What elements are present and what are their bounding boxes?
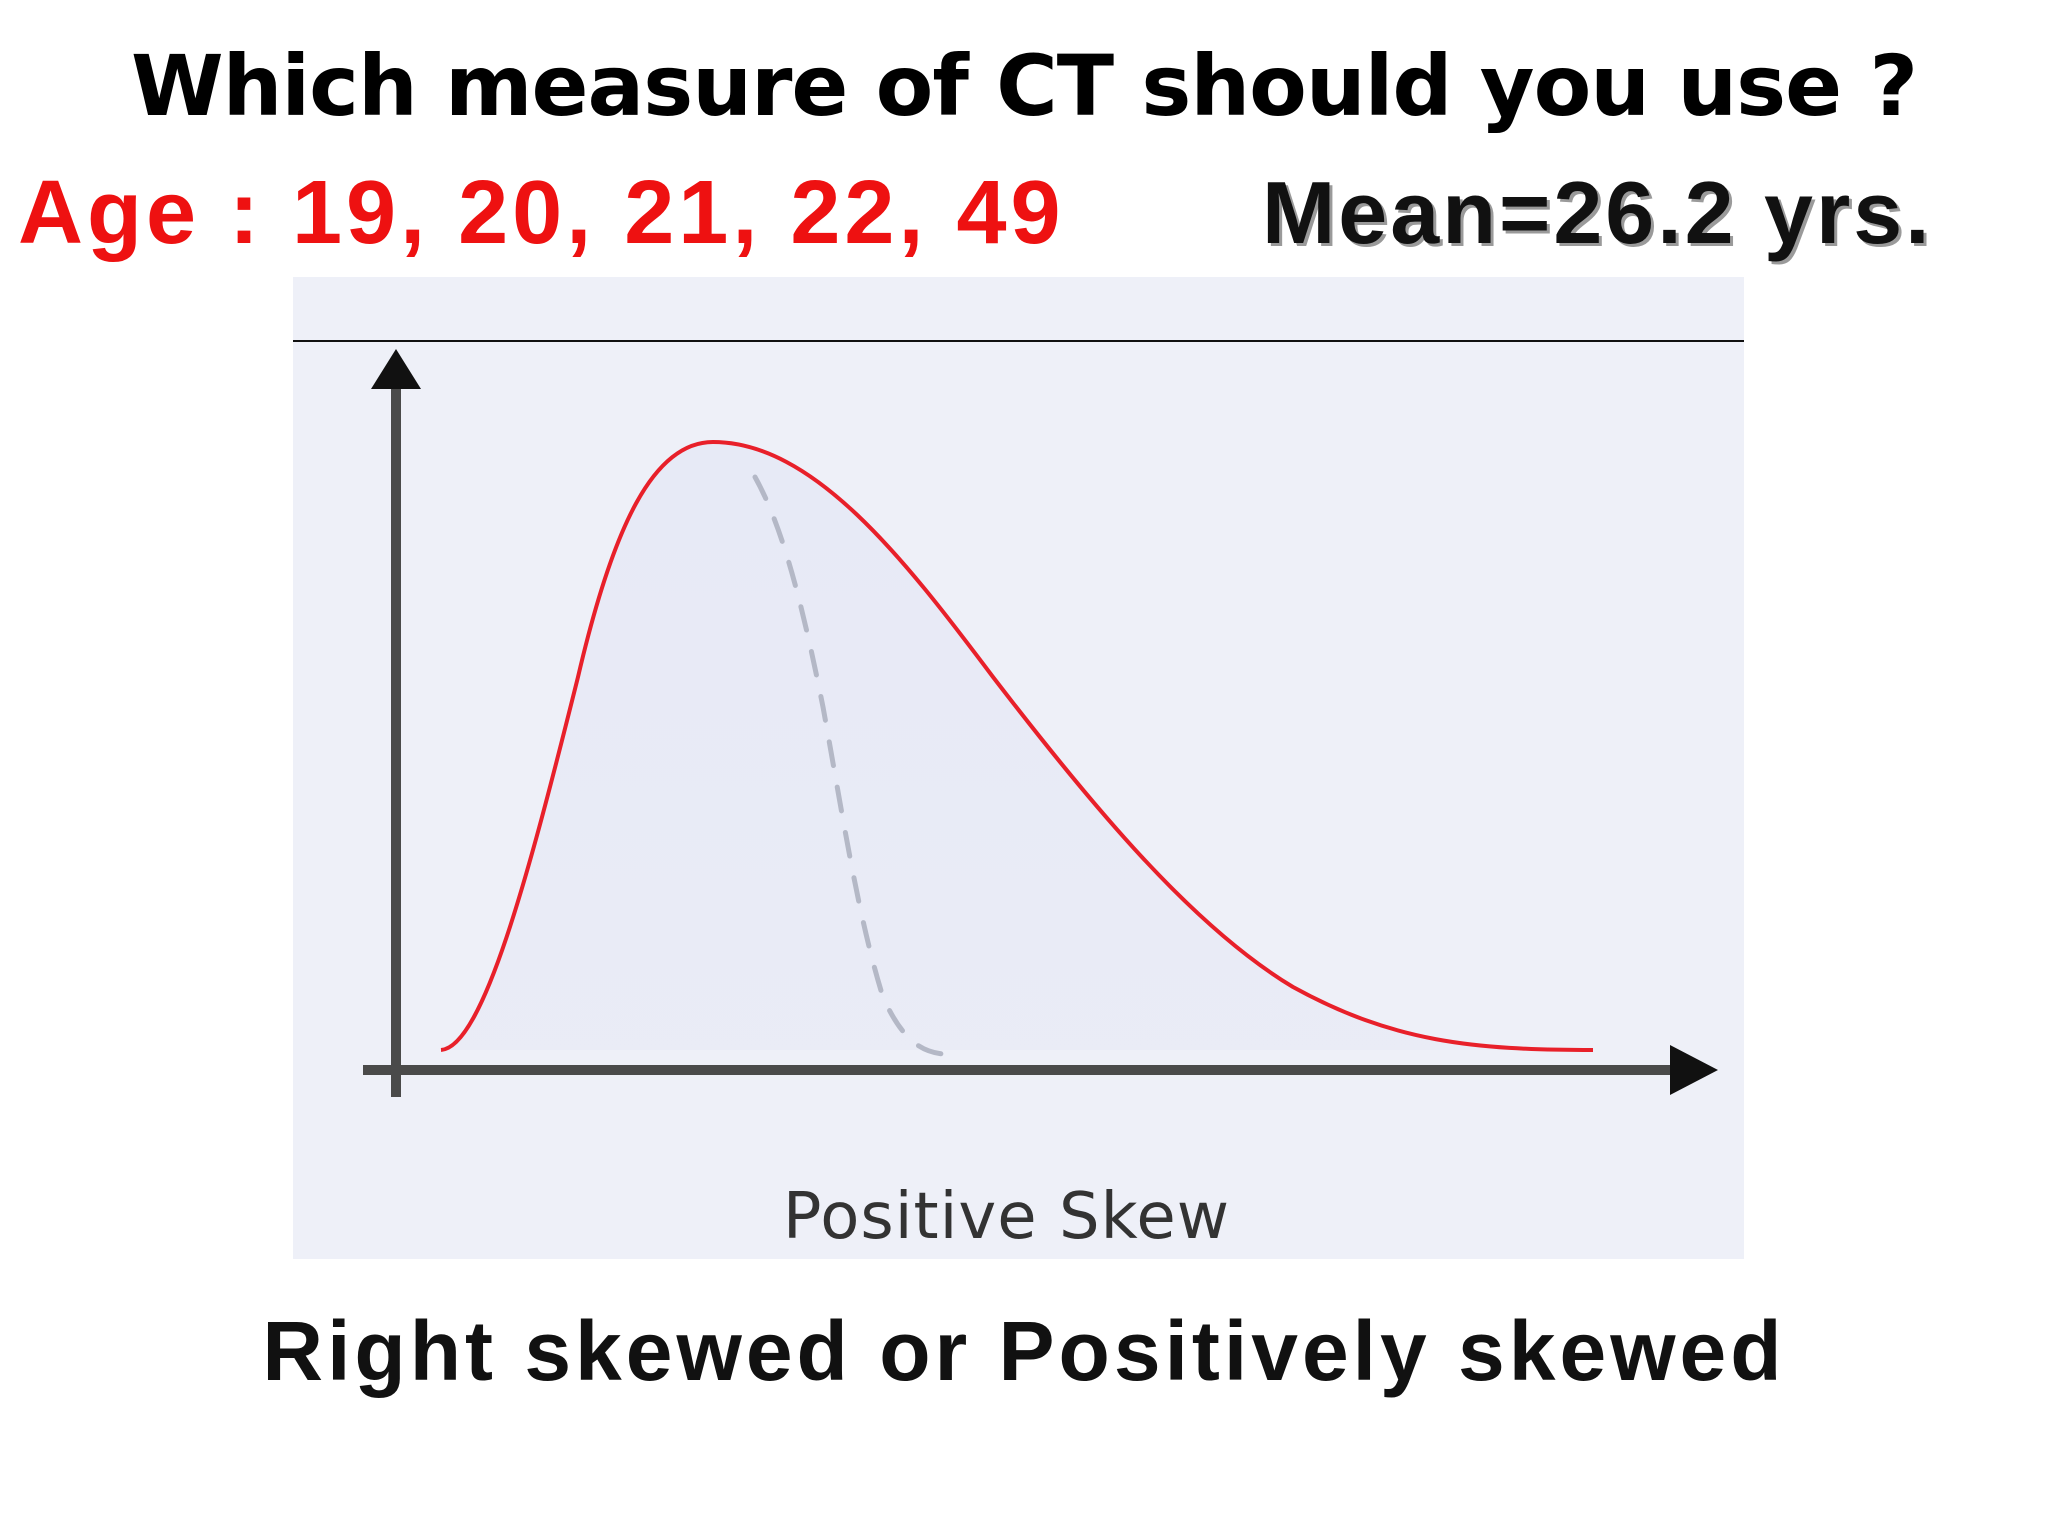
mean-value: Mean=26.2 yrs.	[1262, 163, 1933, 262]
y-axis-arrow	[371, 349, 421, 389]
diagram-caption: Positive Skew	[782, 1180, 1231, 1254]
x-axis-arrow	[1670, 1045, 1718, 1095]
skewed-curve	[440, 439, 1594, 1052]
skew-diagram: Positive Skew	[293, 277, 1744, 1259]
slide-title: Which measure of CT should you use ?	[130, 37, 1918, 135]
reference-curve	[752, 474, 946, 1057]
slide-footer: Right skewed or Positively skewed	[262, 1304, 1786, 1398]
data-summary-row: Age : 19, 20, 21, 22, 49 Mean=26.2 yrs.	[0, 158, 2048, 268]
age-values: Age : 19, 20, 21, 22, 49	[18, 163, 1065, 263]
skew-diagram-canvas	[293, 340, 1744, 1097]
skewed-curve-fill	[441, 442, 1593, 1050]
